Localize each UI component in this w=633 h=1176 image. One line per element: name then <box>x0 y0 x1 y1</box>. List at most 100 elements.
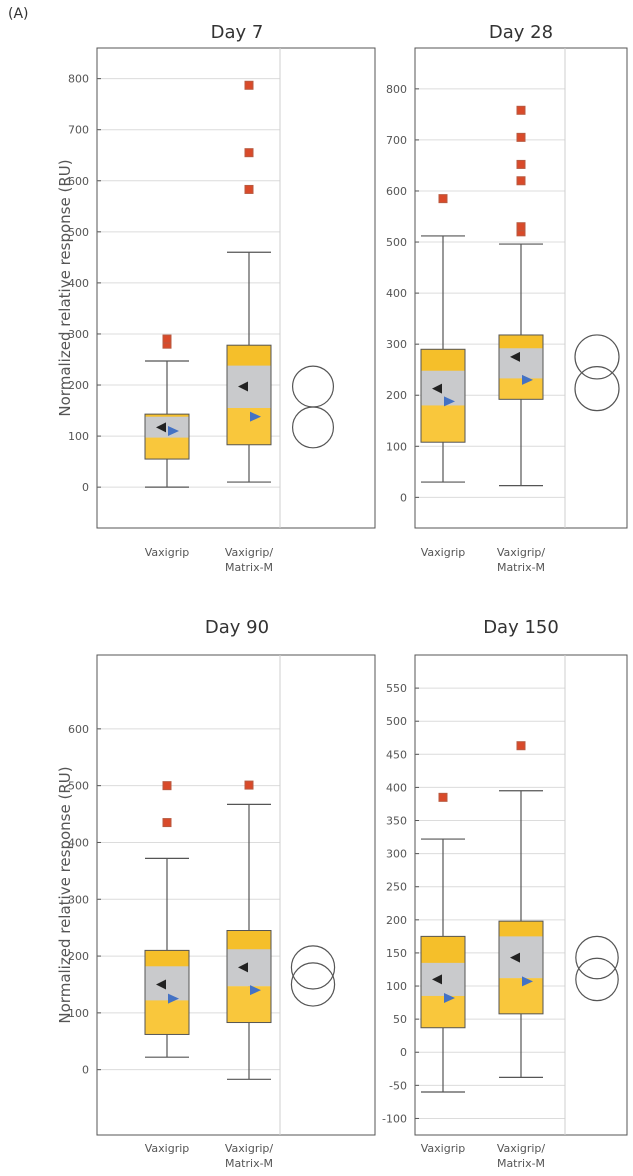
x-category-label: Vaxigrip <box>145 546 190 559</box>
y-tick-label: 700 <box>386 134 407 147</box>
box-1 <box>144 781 190 1058</box>
y-tick-label: 600 <box>68 723 89 736</box>
box-confidence-band <box>421 962 465 996</box>
x-category-label: Vaxigrip/ <box>497 1142 546 1155</box>
mean-marker <box>432 383 442 394</box>
y-tick-label: 400 <box>386 781 407 794</box>
x-category-label: Vaxigrip <box>421 1142 466 1155</box>
y-axis-label: Normalized relative response (RU) <box>56 159 74 416</box>
box-confidence-band <box>499 936 543 979</box>
median-marker <box>168 993 179 1004</box>
box-1 <box>420 792 466 1093</box>
mean-marker <box>238 962 248 973</box>
mean-marker <box>510 952 520 963</box>
box-outline <box>420 935 466 1029</box>
plot-frame <box>96 654 376 1136</box>
box-outline <box>144 949 190 1035</box>
y-tick-label: 350 <box>386 815 407 828</box>
outlier-point <box>516 132 526 142</box>
y-tick-label: 500 <box>386 715 407 728</box>
chart-panel-2: 0 100 200 300 400 500 600 700 800 Day 28 Vaxigrip V… <box>386 22 628 574</box>
box-outline <box>498 334 544 400</box>
outlier-point <box>438 194 448 204</box>
outlier-point <box>244 80 254 90</box>
box-outline <box>226 930 272 1024</box>
y-tick-label: 400 <box>68 277 89 290</box>
y-tick-label: 500 <box>68 780 89 793</box>
y-tick-label: 50 <box>393 1013 407 1026</box>
box-lower-quartile <box>499 378 543 400</box>
comparison-circle <box>575 935 619 980</box>
y-tick-label: 150 <box>386 947 407 960</box>
outlier-point <box>244 148 254 158</box>
outlier-point <box>516 176 526 186</box>
y-axis-label: Normalized relative response (RU) <box>56 766 74 1023</box>
y-tick-label: 200 <box>386 914 407 927</box>
box-2 <box>498 741 544 1079</box>
chart-panel-3: 0 100 200 300 400 500 600 Day 90 Normalized rela… <box>56 617 376 1170</box>
y-tick-label: 300 <box>68 893 89 906</box>
box-lower-quartile <box>499 978 543 1014</box>
median-marker <box>168 425 179 436</box>
comparison-circle <box>574 365 620 412</box>
box-2 <box>226 80 272 483</box>
y-tick-label: 0 <box>400 491 407 504</box>
plot-frame <box>96 47 376 529</box>
outlier-point <box>516 159 526 169</box>
chart-panel-4: -100 -50 0 50 100 150 200 250 300 350 400 450 500 550… <box>382 617 628 1170</box>
outlier-point <box>162 334 172 344</box>
box-lower-quartile <box>227 986 271 1023</box>
outlier-point <box>244 780 254 790</box>
y-tick-label: 0 <box>82 481 89 494</box>
x-category-label: Vaxigrip/ <box>225 546 274 559</box>
median-marker <box>522 976 533 987</box>
box-outline <box>226 344 272 446</box>
y-tick-label: 250 <box>386 881 407 894</box>
outlier-point <box>162 781 172 791</box>
median-marker <box>444 396 455 407</box>
y-tick-label: 100 <box>386 980 407 993</box>
panel-label: (A) <box>8 6 29 22</box>
outlier-point <box>438 792 448 802</box>
y-tick-label: 200 <box>386 389 407 402</box>
box-1 <box>420 194 466 483</box>
box-lower-quartile <box>227 408 271 445</box>
chart-title: Day 7 <box>211 22 264 43</box>
y-tick-label: 200 <box>68 950 89 963</box>
y-tick-label: 450 <box>386 748 407 761</box>
x-category-label: Matrix-M <box>225 1157 273 1170</box>
box-lower-quartile <box>145 1000 189 1035</box>
y-tick-label: 100 <box>68 1007 89 1020</box>
box-confidence-band <box>499 348 543 379</box>
box-outline <box>498 920 544 1015</box>
box-lower-quartile <box>421 405 465 443</box>
box-confidence-band <box>421 370 465 406</box>
outlier-point <box>244 184 254 194</box>
mean-marker <box>510 351 520 362</box>
box-confidence-band <box>145 416 189 438</box>
chart-title: Day 150 <box>483 617 559 638</box>
y-tick-label: 0 <box>82 1064 89 1077</box>
box-2 <box>226 780 272 1080</box>
median-marker <box>250 985 261 996</box>
box-outline <box>144 413 190 460</box>
outlier-point <box>516 222 526 232</box>
median-marker <box>444 992 455 1003</box>
box-confidence-band <box>227 949 271 987</box>
y-tick-label: 400 <box>68 836 89 849</box>
x-category-label: Vaxigrip <box>145 1142 190 1155</box>
outlier-point <box>516 105 526 115</box>
y-tick-label: 300 <box>386 338 407 351</box>
y-tick-label: 400 <box>386 287 407 300</box>
mean-marker <box>156 979 166 990</box>
chart-panel-1: 0 100 200 300 400 500 600 700 800 Day 7 Normalized… <box>56 22 376 574</box>
y-tick-label: 100 <box>68 430 89 443</box>
outlier-point <box>516 741 526 751</box>
y-tick-label: 800 <box>68 73 89 86</box>
median-marker <box>250 411 261 422</box>
comparison-circle <box>574 334 620 380</box>
mean-marker <box>432 974 442 985</box>
box-lower-quartile <box>145 437 189 460</box>
chart-title: Day 28 <box>489 22 553 43</box>
